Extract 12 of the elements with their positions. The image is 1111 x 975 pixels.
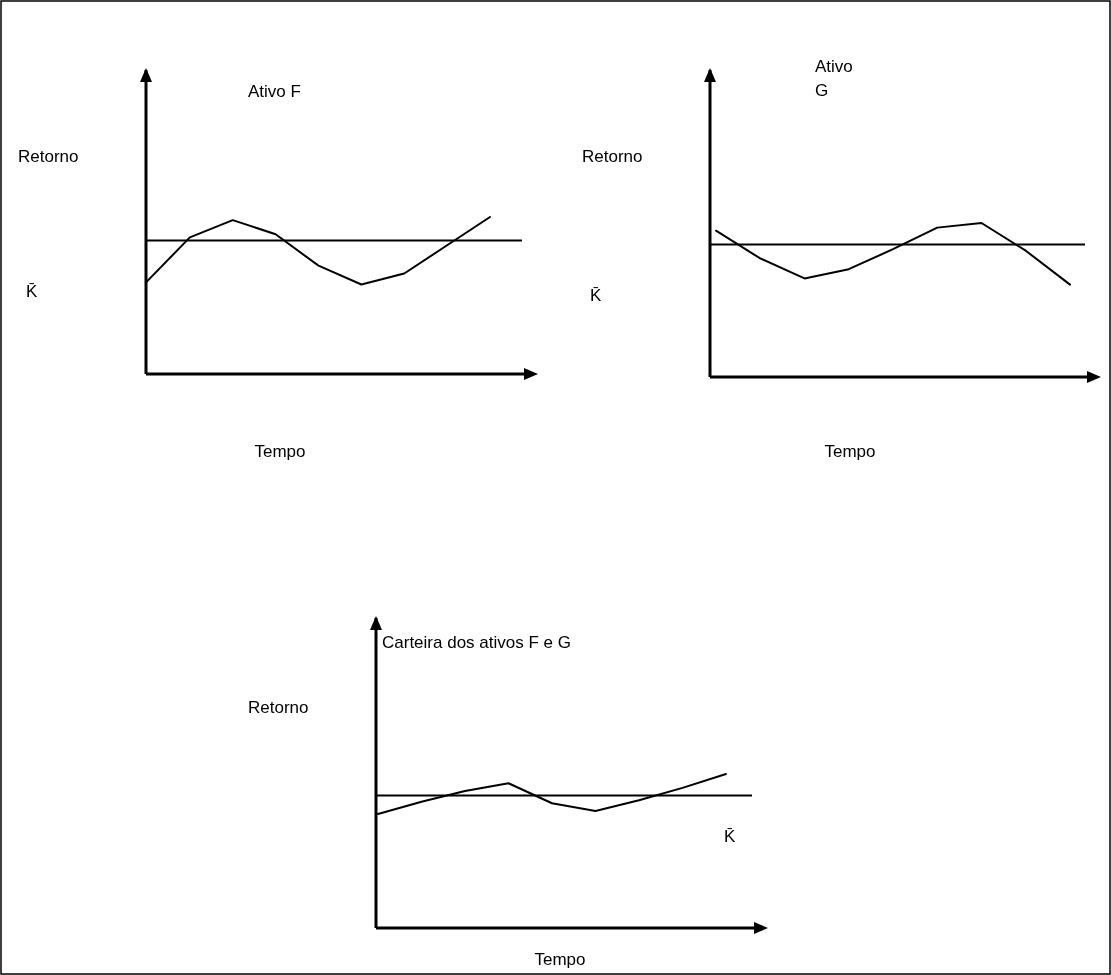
x-axis-title: Tempo: [254, 442, 306, 461]
y-axis-title: Retorno: [18, 147, 79, 166]
ref-line-label: K̄: [590, 285, 602, 305]
ref-line-label: K̄: [26, 281, 38, 301]
y-axis-title: Retorno: [248, 698, 309, 717]
x-axis-title: Tempo: [824, 442, 876, 461]
chart-title: Carteira dos ativos F e G: [382, 633, 571, 652]
x-axis-title: Tempo: [534, 950, 586, 969]
ref-line-label: K̄: [724, 826, 736, 846]
y-axis-title: Retorno: [582, 147, 643, 166]
chart-title: Ativo F: [248, 82, 301, 101]
chart-title: Ativo G: [815, 57, 853, 100]
